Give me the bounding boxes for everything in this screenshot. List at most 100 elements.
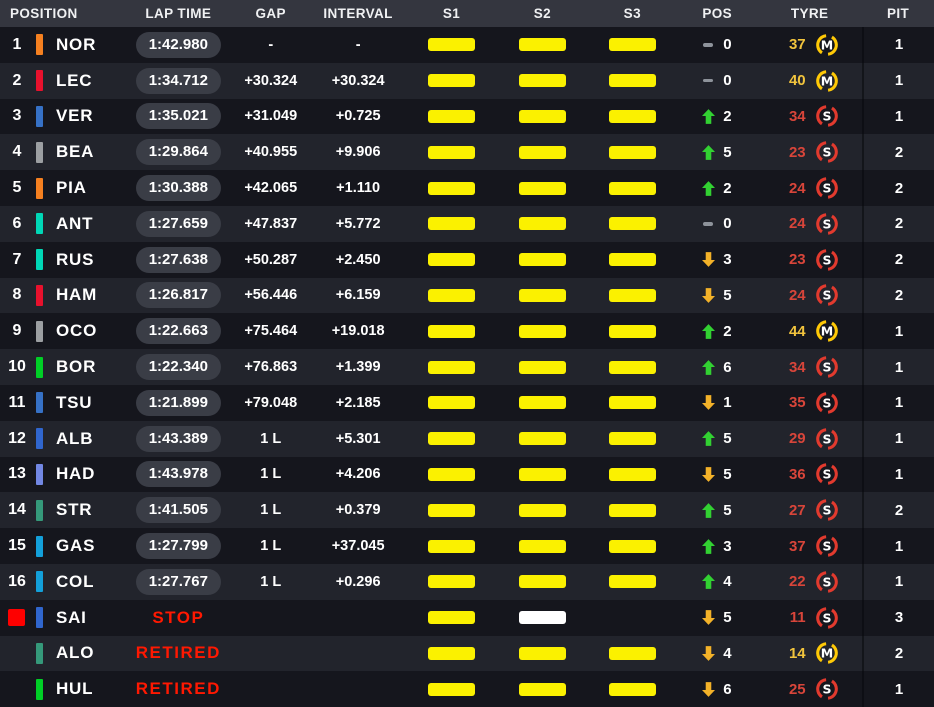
position-change-cell: 2	[677, 313, 757, 349]
gap-value: +42.065	[244, 180, 298, 197]
sector1-bar	[428, 539, 476, 553]
driver-row[interactable]: 7 RUS 1:27.638 +50.287 +2.450 3 23 S 2	[0, 241, 934, 278]
driver-row[interactable]: 12 ALB 1:43.389 1 L +5.301 5 29 S 1	[0, 420, 934, 457]
interval-value: +0.379	[335, 502, 381, 519]
driver-row[interactable]: 3 VER 1:35.021 +31.049 +0.725 2 34 S 1	[0, 98, 934, 135]
sector3-cell	[587, 421, 677, 457]
driver-row[interactable]: SAI STOP 5 11 S 3	[0, 599, 934, 636]
tyre-laps: 24	[788, 179, 806, 197]
interval-value: +9.906	[335, 144, 381, 161]
svg-text:S: S	[822, 610, 831, 625]
lap-time-cell: 1:29.864	[126, 134, 231, 170]
sector2-cell	[497, 492, 587, 528]
driver-row[interactable]: 2 LEC 1:34.712 +30.324 +30.324 0 40 M 1	[0, 62, 934, 99]
lap-time-value: 1:30.388	[135, 175, 221, 202]
gap-value: 1 L	[260, 502, 282, 519]
driver-row[interactable]: 4 BEA 1:29.864 +40.955 +9.906 5 23 S 2	[0, 134, 934, 171]
position-change-value: 4	[723, 644, 732, 662]
driver-code: VER	[55, 106, 94, 126]
driver-row[interactable]: 13 HAD 1:43.978 1 L +4.206 5 36 S 1	[0, 456, 934, 493]
position-up-icon	[701, 431, 715, 447]
position-change-cell: 1	[677, 385, 757, 421]
tyre-cell: 37 M	[757, 27, 862, 63]
lap-time-cell: 1:42.980	[126, 27, 231, 63]
position-down-icon	[701, 467, 715, 482]
sector2-bar	[518, 360, 566, 374]
interval-value: +0.296	[335, 573, 381, 590]
lap-time-cell: 1:30.388	[126, 170, 231, 206]
pit-count: 1	[862, 313, 934, 350]
sector1-cell	[406, 27, 498, 63]
interval-value	[311, 671, 406, 707]
sector2-cell	[497, 242, 587, 278]
interval-value: +5.772	[335, 215, 381, 232]
driver-row[interactable]: 16 COL 1:27.767 1 L +0.296 4 22 S 1	[0, 563, 934, 600]
position-change-cell: 4	[677, 636, 757, 672]
driver-row[interactable]: 11 TSU 1:21.899 +79.048 +2.185 1 35 S 1	[0, 384, 934, 421]
driver-row[interactable]: ALO RETIRED 4 14 M 2	[0, 635, 934, 672]
sector2-bar	[518, 324, 566, 338]
sector1-cell	[406, 313, 498, 349]
tyre-soft-icon: S	[815, 356, 838, 378]
svg-text:S: S	[822, 538, 831, 553]
sector1-bar	[428, 396, 476, 410]
position-change-cell: 4	[677, 564, 757, 600]
sector3-cell	[587, 63, 677, 99]
sector2-bar	[518, 503, 566, 517]
position-change-cell: 2	[677, 99, 757, 135]
sector2-cell	[497, 63, 587, 99]
svg-text:S: S	[822, 359, 831, 374]
sector3-bar	[608, 682, 656, 696]
interval-value: +37.045	[331, 538, 385, 555]
pit-count: 2	[862, 635, 934, 672]
sector1-bar	[428, 432, 476, 446]
tyre-cell: 37 S	[757, 528, 862, 564]
position-change-cell: 6	[677, 349, 757, 385]
lap-time-value: 1:43.389	[135, 425, 221, 452]
tyre-cell: 23 S	[757, 242, 862, 278]
sector1-cell	[406, 170, 498, 206]
header-s1: S1	[442, 6, 461, 21]
sector1-cell	[406, 600, 498, 636]
position-cell: 5	[0, 170, 34, 206]
position-number: 7	[12, 250, 22, 268]
gap-value: +47.837	[244, 215, 298, 232]
tyre-cell: 14 M	[757, 636, 862, 672]
sector3-cell	[587, 170, 677, 206]
interval-value: +19.018	[331, 323, 385, 340]
status-text: RETIRED	[135, 679, 221, 699]
driver-code: OCO	[55, 321, 98, 341]
team-color-bar	[35, 535, 43, 557]
team-color-bar	[35, 284, 43, 306]
driver-row[interactable]: 9 OCO 1:22.663 +75.464 +19.018 2 44 M 1	[0, 313, 934, 350]
lap-time-cell: 1:35.021	[126, 99, 231, 135]
position-cell: 2	[0, 63, 34, 99]
driver-code: RUS	[55, 249, 95, 269]
lap-time-cell: 1:27.659	[126, 206, 231, 242]
driver-row[interactable]: 15 GAS 1:27.799 1 L +37.045 3 37 S 1	[0, 528, 934, 564]
driver-row[interactable]: 14 STR 1:41.505 1 L +0.379 5 27 S 2	[0, 492, 934, 529]
sector1-bar	[428, 253, 476, 267]
lap-time-value: 1:29.864	[135, 139, 221, 166]
driver-row[interactable]: 5 PIA 1:30.388 +42.065 +1.110 2 24 S 2	[0, 170, 934, 206]
tyre-laps: 22	[788, 573, 806, 591]
team-color-bar	[35, 249, 43, 271]
pit-count: 2	[862, 241, 934, 278]
sector3-cell	[587, 313, 677, 349]
driver-row[interactable]: 6 ANT 1:27.659 +47.837 +5.772 0 24 S 2	[0, 205, 934, 242]
driver-code: HAD	[55, 464, 96, 484]
position-cell: 11	[0, 385, 34, 421]
sector2-cell	[497, 313, 587, 349]
sector2-bar	[518, 611, 566, 625]
driver-row[interactable]: 10 BOR 1:22.340 +76.863 +1.399 6 34 S 1	[0, 349, 934, 385]
sector1-cell	[406, 63, 498, 99]
tyre-soft-icon: S	[815, 535, 838, 557]
interval-value: +30.324	[331, 72, 385, 89]
sector2-cell	[497, 206, 587, 242]
driver-row[interactable]: HUL RETIRED 6 25 S 1	[0, 671, 934, 707]
driver-row[interactable]: 8 HAM 1:26.817 +56.446 +6.159 5 24 S 2	[0, 277, 934, 314]
tyre-laps: 40	[788, 72, 806, 90]
driver-row[interactable]: 1 NOR 1:42.980 - - 0 37 M 1	[0, 27, 934, 63]
sector3-cell	[587, 564, 677, 600]
sector2-bar	[518, 288, 566, 302]
